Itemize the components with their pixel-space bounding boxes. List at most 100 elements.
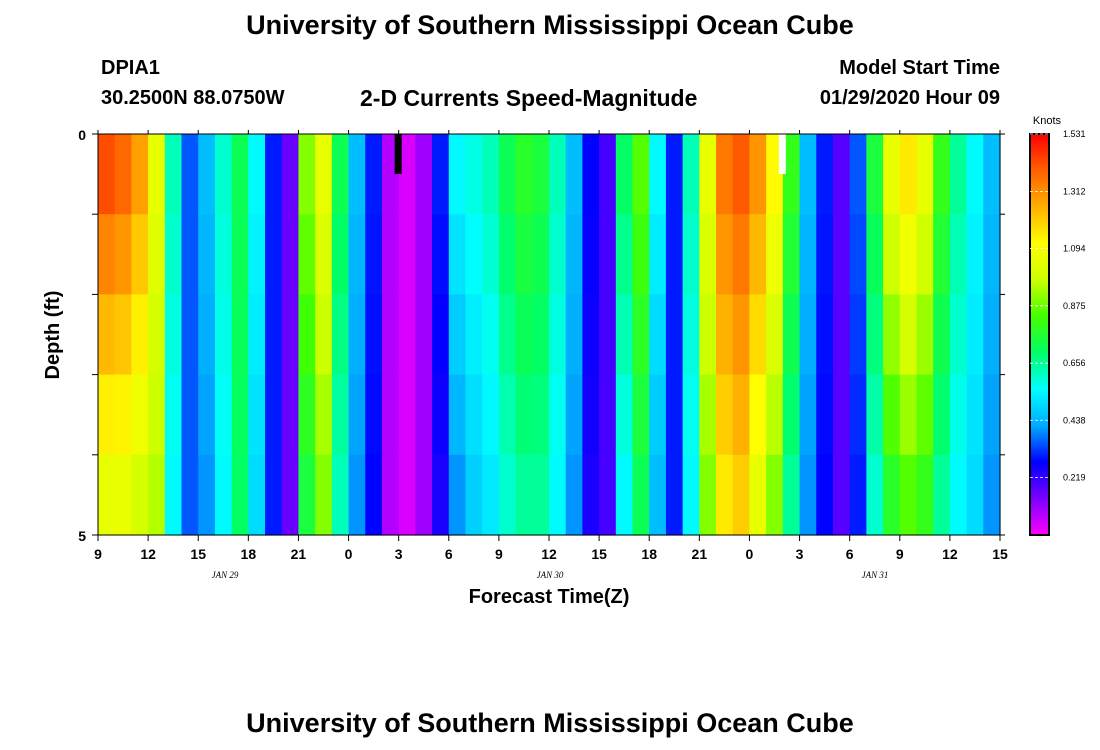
heatmap-cell — [682, 374, 700, 456]
heatmap-cell — [983, 134, 1001, 215]
main-title: University of Southern Mississippi Ocean… — [246, 10, 854, 40]
heatmap-cell — [532, 294, 550, 376]
heatmap-cell — [532, 134, 550, 215]
heatmap-cell — [298, 134, 316, 215]
heatmap-cell — [749, 294, 767, 376]
model-start-time-value: 01/29/2020 Hour 09 — [819, 87, 1000, 109]
heatmap-cell — [849, 214, 867, 295]
heatmap-cell — [498, 214, 517, 295]
heatmap-cell — [315, 134, 333, 215]
heatmap-cell — [298, 454, 316, 536]
heatmap-cell — [849, 454, 867, 536]
heatmap-cell — [749, 454, 767, 536]
x-tick-label: 18 — [641, 546, 657, 562]
heatmap-cell — [515, 214, 533, 295]
colorbar-tick-label: 1.094 — [1063, 243, 1086, 253]
heatmap-cell — [916, 294, 934, 376]
heatmap-cell — [565, 374, 583, 456]
heatmap-cell — [248, 134, 266, 215]
heatmap-cell — [732, 454, 751, 536]
heatmap-cell — [265, 134, 283, 215]
heatmap-cell — [933, 454, 951, 536]
heatmap-cell — [482, 214, 500, 295]
heatmap-cell — [866, 374, 884, 456]
heatmap-cell — [899, 214, 918, 295]
heatmap-cell — [432, 454, 450, 536]
heatmap-cell — [832, 374, 851, 456]
heatmap-cell — [415, 294, 433, 376]
heatmap-cell — [315, 214, 333, 295]
heatmap-cell — [883, 294, 901, 376]
heatmap-cell — [281, 294, 300, 376]
heatmap-cell — [899, 134, 918, 215]
heatmap-cell — [281, 134, 300, 215]
heatmap-cell — [164, 294, 183, 376]
heatmap-cell — [816, 214, 834, 295]
heatmap-cell — [265, 454, 283, 536]
x-axis: 9 12 15 18 21 0 3 6 9 12 15 18 21 0 3 6 9 12 15 JAN 29 JAN 3… — [94, 130, 1008, 580]
heatmap-cell — [816, 454, 834, 536]
heatmap-cell — [148, 454, 166, 536]
heatmap-cell — [782, 214, 801, 295]
colorbar-tick-label: 0.438 — [1063, 415, 1086, 425]
heatmap-cell — [482, 374, 500, 456]
heatmap-cell — [298, 294, 316, 376]
heatmap-cell — [749, 374, 767, 456]
heatmap-cell — [682, 134, 700, 215]
heatmap-cell — [131, 374, 149, 456]
colorbar-title: Knots — [1033, 115, 1062, 127]
heatmap-cell — [198, 454, 216, 536]
heatmap-cell — [365, 374, 383, 456]
heatmap-cell — [832, 134, 851, 215]
heatmap-cell — [98, 294, 116, 376]
plot-title: 2-D Currents Speed-Magnitude — [360, 85, 698, 111]
heatmap-cell — [98, 454, 116, 536]
heatmap-cell — [732, 214, 751, 295]
y-axis-label: Depth (ft) — [42, 291, 64, 380]
day-label: JAN 29 — [212, 570, 239, 580]
heatmap-cell — [398, 294, 416, 376]
heatmap-cell — [164, 454, 183, 536]
heatmap-cell — [181, 374, 199, 456]
heatmap-cell — [649, 374, 667, 456]
x-tick-label: 21 — [291, 546, 307, 562]
heatmap-cell — [716, 374, 734, 456]
y-tick-label: 0 — [78, 127, 86, 143]
heatmap-cell — [348, 134, 366, 215]
heatmap-cell — [766, 294, 784, 376]
heatmap-cell — [315, 374, 333, 456]
heatmap-cell — [265, 214, 283, 295]
heatmap-cell — [98, 214, 116, 295]
heatmap-cell — [615, 134, 634, 215]
heatmap-cell — [98, 134, 116, 215]
x-tick-label: 12 — [942, 546, 958, 562]
heatmap-cell — [398, 134, 416, 215]
heatmap-cell — [565, 294, 583, 376]
heatmap-cell — [482, 294, 500, 376]
heatmap-cell — [782, 294, 801, 376]
heatmap-cell — [398, 214, 416, 295]
x-tick-label: 21 — [692, 546, 708, 562]
heatmap-cell — [448, 134, 467, 215]
heatmap-cell — [148, 374, 166, 456]
heatmap-cell — [448, 214, 467, 295]
heatmap-cell — [732, 294, 751, 376]
heatmap-cell — [465, 294, 483, 376]
station-coords: 30.2500N 88.0750W — [101, 87, 285, 109]
heatmap-cell — [883, 454, 901, 536]
heatmap-cell — [164, 134, 183, 215]
heatmap-cell — [933, 134, 951, 215]
heatmap-cell — [365, 454, 383, 536]
heatmap-cell — [599, 454, 617, 536]
heatmap-cell — [766, 214, 784, 295]
heatmap-cell — [949, 294, 968, 376]
heatmap-cell — [298, 374, 316, 456]
heatmap-cell — [114, 374, 132, 456]
x-tick-label: 9 — [495, 546, 503, 562]
heatmap-cell — [181, 294, 199, 376]
heatmap-cell — [432, 294, 450, 376]
heatmap-cell — [565, 134, 583, 215]
heatmap-cell — [966, 134, 984, 215]
heatmap-cell — [983, 454, 1001, 536]
